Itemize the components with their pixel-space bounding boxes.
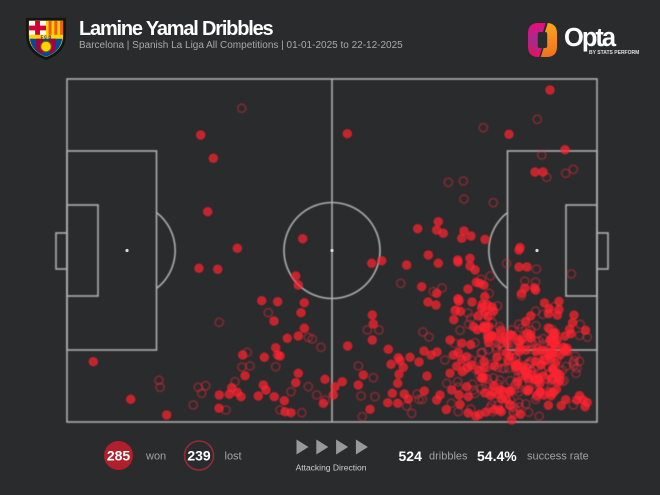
svg-text:524: 524 [399, 448, 423, 464]
svg-text:285: 285 [107, 448, 131, 464]
svg-text:F C B: F C B [41, 34, 52, 39]
svg-text:lost: lost [225, 451, 242, 463]
svg-text:239: 239 [187, 448, 211, 464]
svg-text:dribbles: dribbles [429, 451, 468, 463]
svg-text:Attacking Direction: Attacking Direction [296, 463, 367, 473]
svg-text:won: won [145, 451, 166, 463]
svg-text:54.4%: 54.4% [477, 448, 517, 464]
svg-text:success rate: success rate [527, 451, 589, 463]
